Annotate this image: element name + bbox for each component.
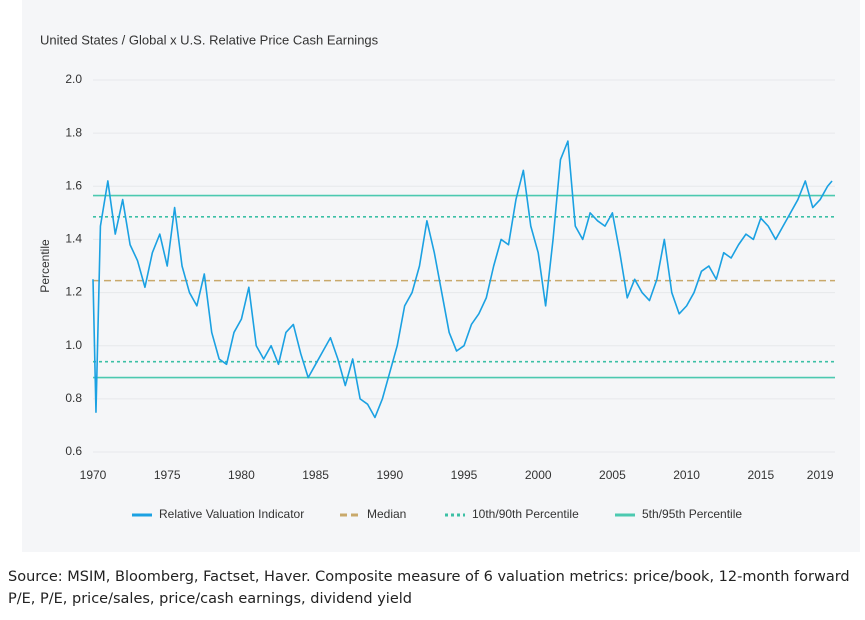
y-tick-label: 1.6 bbox=[65, 178, 82, 192]
x-tick-label: 1995 bbox=[451, 468, 478, 482]
x-tick-label: 1975 bbox=[154, 468, 181, 482]
chart-background bbox=[22, 0, 860, 552]
y-tick-label: 1.0 bbox=[65, 338, 82, 352]
y-tick-label: 0.8 bbox=[65, 391, 82, 405]
legend-label: 10th/90th Percentile bbox=[472, 507, 579, 521]
legend-label: Median bbox=[367, 507, 406, 521]
y-tick-label: 1.8 bbox=[65, 125, 82, 139]
y-tick-label: 1.4 bbox=[65, 232, 82, 246]
x-tick-label: 1990 bbox=[376, 468, 403, 482]
x-tick-label: 1980 bbox=[228, 468, 255, 482]
x-tick-label: 2010 bbox=[673, 468, 700, 482]
legend-label: 5th/95th Percentile bbox=[642, 507, 742, 521]
y-axis-label: Percentile bbox=[38, 239, 52, 293]
x-tick-label: 1985 bbox=[302, 468, 329, 482]
chart-title: United States / Global x U.S. Relative P… bbox=[40, 32, 379, 47]
x-tick-label: 1970 bbox=[80, 468, 107, 482]
y-tick-label: 2.0 bbox=[65, 72, 82, 86]
y-tick-label: 1.2 bbox=[65, 285, 82, 299]
x-tick-label: 2019 bbox=[807, 468, 834, 482]
chart: United States / Global x U.S. Relative P… bbox=[22, 0, 860, 552]
x-tick-label: 2005 bbox=[599, 468, 626, 482]
x-tick-label: 2015 bbox=[747, 468, 774, 482]
x-tick-label: 2000 bbox=[525, 468, 552, 482]
data-line bbox=[92, 140, 833, 419]
source-note: Source: MSIM, Bloomberg, Factset, Haver.… bbox=[8, 569, 850, 607]
y-tick-label: 0.6 bbox=[65, 444, 82, 458]
legend-label: Relative Valuation Indicator bbox=[159, 507, 304, 521]
